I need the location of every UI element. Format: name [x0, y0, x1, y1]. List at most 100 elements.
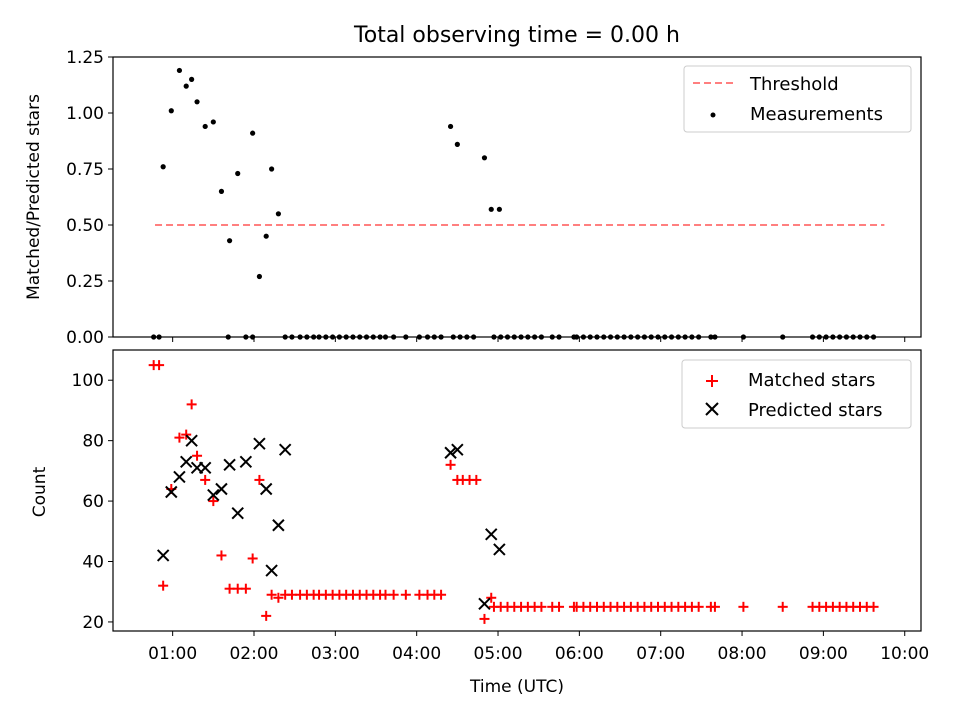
matched-star-point: [254, 474, 265, 485]
bottom-legend: Matched stars Predicted stars: [681, 359, 912, 429]
bottom-legend-box: [681, 359, 912, 429]
bottom-y-axis-label: Count: [30, 466, 50, 517]
top-panel: 0.00 0.25 0.50 0.75 1.00 1.25 Matched/Predict…: [24, 48, 922, 348]
predicted-star-point: [223, 458, 236, 472]
predicted-star-point: [207, 488, 220, 502]
measurement-point: [226, 238, 233, 244]
predicted-legend-label: Predicted stars: [748, 400, 882, 421]
predicted-star-point: [198, 461, 212, 475]
measurement-point: [176, 67, 183, 74]
matched-star-point: [181, 429, 192, 440]
measurement-point: [160, 164, 166, 170]
matched-legend-label: Matched stars: [748, 370, 875, 391]
bottom-y-tick-label: 60: [82, 492, 104, 512]
top-y-ticks: 0.00 0.25 0.50 0.75 1.00 1.25: [66, 48, 113, 348]
matched-star-point: [536, 601, 547, 612]
bottom-x-tick-label: 09:00: [799, 644, 848, 664]
matched-star-point: [186, 399, 197, 410]
matched-star-point: [216, 550, 227, 561]
bottom-y-tick-label: 20: [82, 613, 104, 633]
bottom-x-tick-label: 04:00: [392, 644, 441, 664]
top-y-tick-label: 1.00: [66, 104, 104, 124]
measurement-point: [275, 211, 281, 217]
matched-star-point: [273, 592, 284, 603]
measurement-point: [183, 83, 189, 89]
measurement-point: [168, 108, 174, 114]
measurement-point: [454, 141, 460, 147]
matched-star-point: [445, 459, 456, 470]
matched-star-point: [693, 601, 704, 612]
matched-star-point: [738, 601, 749, 612]
x-axis-label: Time (UTC): [469, 677, 564, 697]
top-y-tick-label: 0.00: [66, 328, 104, 348]
top-legend: Threshold Measurements: [683, 65, 912, 133]
top-y-tick-label: 0.25: [66, 272, 104, 292]
measurement-point: [235, 170, 241, 177]
predicted-star-point: [278, 443, 292, 456]
chart-title: Total observing time = 0.00 h: [353, 23, 680, 48]
measurement-point: [496, 206, 502, 212]
predicted-star-point: [239, 455, 253, 469]
predicted-star-point: [272, 519, 285, 532]
measurements-legend-marker: [710, 112, 716, 118]
bottom-x-tick-label: 08:00: [718, 644, 767, 664]
predicted-star-point: [231, 506, 244, 520]
measurement-point: [256, 273, 263, 280]
bottom-x-tick-label: 01:00: [148, 644, 197, 664]
matched-star-point: [777, 601, 788, 612]
bottom-y-ticks: 20 40 60 80 100: [72, 371, 113, 633]
top-panel-frame: [112, 56, 922, 338]
measurement-point: [189, 76, 195, 82]
predicted-legend-marker: [705, 402, 719, 416]
predicted-star-point: [265, 564, 278, 577]
threshold-legend-label: Threshold: [749, 74, 839, 95]
predicted-star-point: [173, 470, 186, 484]
predicted-star-point: [485, 528, 498, 541]
matched-star-point: [261, 610, 272, 621]
matched-star-point: [554, 601, 565, 612]
predicted-star-point: [185, 434, 198, 447]
top-legend-box: [683, 65, 912, 133]
bottom-x-tick-label: 03:00: [311, 644, 360, 664]
bottom-x-tick-label: 06:00: [555, 644, 604, 664]
predicted-star-point: [165, 485, 178, 499]
measurement-point: [194, 99, 200, 105]
matched-star-point: [471, 474, 482, 485]
bottom-x-tick-label: 05:00: [474, 644, 523, 664]
bottom-panel-frame: [112, 349, 922, 632]
predicted-star-point: [253, 437, 266, 450]
top-y-tick-label: 0.50: [66, 216, 104, 236]
matched-star-point: [388, 589, 399, 600]
matched-star-point: [479, 613, 490, 624]
matched-star-point: [400, 589, 411, 600]
matched-star-point: [486, 592, 497, 603]
measurement-point: [250, 130, 256, 136]
top-x-ticks: [172, 337, 906, 342]
bottom-y-tick-label: 100: [72, 371, 104, 391]
predicted-star-point: [493, 543, 506, 556]
predicted-star-point: [156, 549, 170, 562]
bottom-y-tick-label: 40: [82, 553, 104, 573]
measurement-point: [218, 188, 225, 194]
matched-star-point: [154, 360, 165, 371]
matched-star-point: [174, 432, 185, 443]
predicted-star-point: [451, 443, 464, 456]
matched-star-point: [436, 589, 447, 600]
matched-star-point: [158, 580, 169, 591]
predicted-star-point: [444, 446, 457, 459]
measurements-legend-label: Measurements: [750, 104, 883, 125]
predicted-star-point: [215, 482, 228, 496]
top-y-axis-label: Matched/Predicted stars: [24, 94, 44, 300]
measurement-point: [263, 233, 269, 239]
predicted-star-point: [180, 455, 193, 469]
bottom-x-ticks: 01:00 02:00 03:00 04:00 05:00 06:00 07:00 08:00…: [148, 631, 929, 664]
matched-star-point: [709, 601, 720, 612]
bottom-y-tick-label: 80: [82, 432, 104, 452]
predicted-star-point: [259, 482, 273, 496]
bottom-x-tick-label: 10:00: [880, 644, 929, 664]
measurement-point: [447, 123, 454, 130]
bottom-x-tick-label: 02:00: [229, 644, 278, 664]
top-y-tick-label: 1.25: [66, 48, 104, 68]
matched-star-point: [266, 589, 277, 600]
